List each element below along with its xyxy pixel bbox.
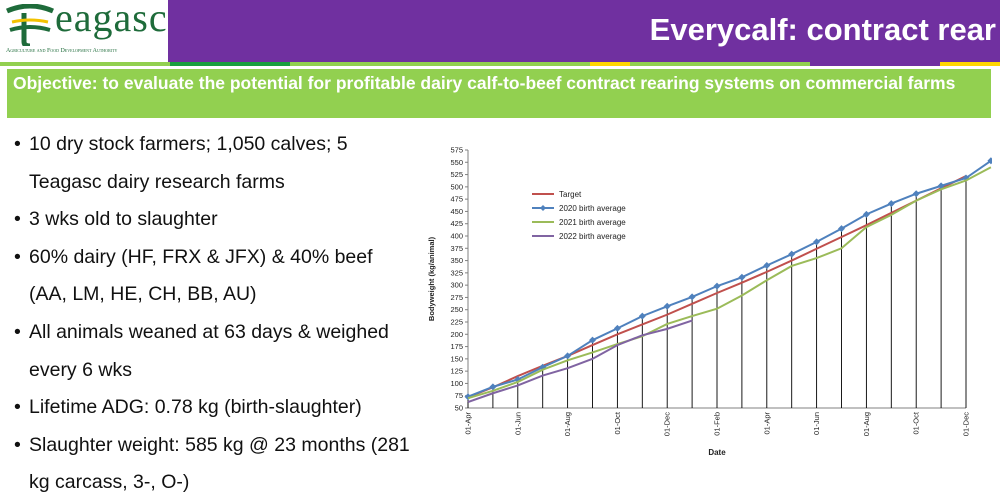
header-stripe xyxy=(940,62,1000,66)
y-axis-title: Bodyweight (kg/animal) xyxy=(427,236,436,321)
y-tick-label: 125 xyxy=(450,367,463,376)
y-tick-label: 550 xyxy=(450,158,463,167)
bullet-item: 60% dairy (HF, FRX & JFX) & 40% beef (AA… xyxy=(14,239,414,314)
data-point xyxy=(912,190,920,198)
header-stripe xyxy=(0,62,170,66)
y-tick-label: 375 xyxy=(450,244,463,253)
y-tick-label: 325 xyxy=(450,268,463,277)
legend-label: 2022 birth average xyxy=(559,232,626,241)
header-stripe xyxy=(630,62,810,66)
x-tick-label: 01-Aug xyxy=(563,412,572,436)
y-tick-label: 575 xyxy=(450,146,463,155)
slide-title: Everycalf: contract rear xyxy=(649,12,996,47)
data-point xyxy=(713,282,721,290)
y-tick-label: 400 xyxy=(450,232,463,241)
logo-wordmark: eagasc xyxy=(55,0,168,40)
y-tick-label: 250 xyxy=(450,305,463,314)
data-point xyxy=(788,250,796,258)
y-tick-label: 350 xyxy=(450,256,463,265)
x-axis-title: Date xyxy=(708,448,726,457)
x-tick-label: 01-Oct xyxy=(613,411,622,434)
data-point xyxy=(887,200,895,208)
bullet-item: Slaughter weight: 585 kg @ 23 months (28… xyxy=(14,427,414,502)
x-tick-label: 01-Dec xyxy=(962,412,971,436)
legend-label: 2021 birth average xyxy=(559,218,626,227)
data-point xyxy=(564,352,572,360)
bullet-item: 3 wks old to slaughter xyxy=(14,201,414,239)
data-point xyxy=(638,312,646,320)
legend-marker xyxy=(540,205,546,211)
legend-label: Target xyxy=(559,190,582,199)
y-tick-label: 150 xyxy=(450,354,463,363)
y-tick-label: 200 xyxy=(450,330,463,339)
objective-text: Objective: to evaluate the potential for… xyxy=(13,73,956,93)
data-point xyxy=(987,157,992,165)
header-stripe xyxy=(590,62,630,66)
x-tick-label: 01-Jun xyxy=(513,412,522,435)
y-tick-label: 275 xyxy=(450,293,463,302)
y-tick-label: 175 xyxy=(450,342,463,351)
data-point xyxy=(663,302,671,310)
y-tick-label: 225 xyxy=(450,318,463,327)
y-tick-label: 425 xyxy=(450,219,463,228)
teagasc-logo[interactable]: eagasc Agriculture and Food Development … xyxy=(0,0,168,62)
y-tick-label: 450 xyxy=(450,207,463,216)
header-stripe xyxy=(290,62,590,66)
y-tick-label: 100 xyxy=(450,379,463,388)
y-tick-label: 525 xyxy=(450,170,463,179)
x-tick-label: 01-Feb xyxy=(713,412,722,436)
data-point xyxy=(539,363,547,371)
header-bar: eagasc Agriculture and Food Development … xyxy=(0,0,1000,62)
x-tick-label: 01-Jun xyxy=(812,412,821,435)
bullet-item: 10 dry stock farmers; 1,050 calves; 5 Te… xyxy=(14,126,414,201)
y-tick-label: 475 xyxy=(450,195,463,204)
series-line-1 xyxy=(467,159,992,398)
x-tick-label: 01-Aug xyxy=(862,412,871,436)
data-point xyxy=(613,324,621,332)
objective-banner: Objective: to evaluate the potential for… xyxy=(7,69,991,118)
teagasc-logo-icon xyxy=(6,4,54,46)
header-stripe xyxy=(810,62,940,66)
y-tick-label: 500 xyxy=(450,182,463,191)
data-point xyxy=(838,225,845,233)
x-tick-label: 01-Apr xyxy=(762,412,771,435)
data-point xyxy=(937,182,945,190)
data-point xyxy=(688,293,696,301)
data-point xyxy=(763,261,771,269)
data-point xyxy=(862,210,870,218)
data-point xyxy=(738,273,746,281)
x-tick-label: 01-Oct xyxy=(912,411,921,434)
y-tick-label: 50 xyxy=(455,404,463,413)
y-tick-label: 300 xyxy=(450,281,463,290)
x-tick-label: 01-Apr xyxy=(464,412,473,435)
series-line-3 xyxy=(467,319,693,404)
logo-subtitle: Agriculture and Food Development Authori… xyxy=(6,48,118,54)
data-point xyxy=(589,336,596,344)
bullet-item: All animals weaned at 63 days & weighed … xyxy=(14,314,414,389)
bodyweight-chart: 50 75 100 125 150 175 200 225 250 275 300 325 350 375… xyxy=(427,146,992,457)
data-point xyxy=(813,238,821,246)
y-tick-label: 75 xyxy=(455,391,463,400)
data-point xyxy=(489,383,497,391)
series-line-2 xyxy=(467,166,992,400)
bullet-list: 10 dry stock farmers; 1,050 calves; 5 Te… xyxy=(14,126,414,502)
bullet-item: Lifetime ADG: 0.78 kg (birth-slaughter) xyxy=(14,389,414,427)
x-tick-label: 01-Dec xyxy=(663,412,672,436)
legend-label: 2020 birth average xyxy=(559,204,626,213)
header-stripe xyxy=(170,62,290,66)
